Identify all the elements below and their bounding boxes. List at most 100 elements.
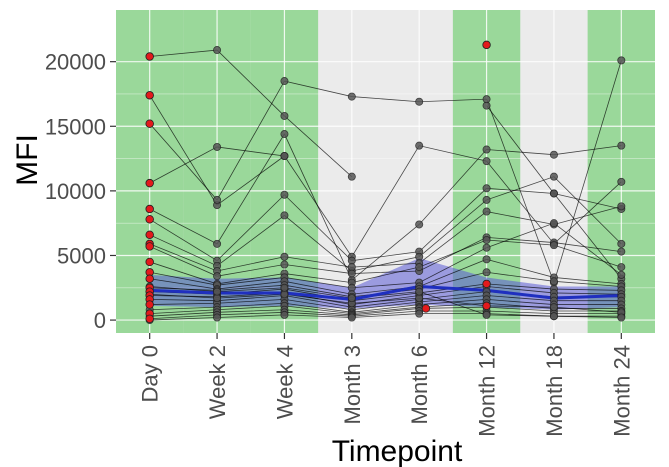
series-line-20 [149,306,622,317]
x-axis-label: Timepoint [332,435,463,467]
x-tick-label-month-24: Month 24 [609,345,634,437]
data-point [415,97,424,106]
data-point [482,184,491,193]
x-tick-label-month-6: Month 6 [407,345,432,425]
series-line-11 [149,222,622,289]
data-point [549,189,558,198]
data-point [213,313,222,322]
series-line-4 [149,145,622,258]
data-point [549,172,558,181]
data-point [415,309,424,318]
data-point [280,252,289,261]
data-point [617,56,626,65]
highlighted-point [482,40,491,50]
series-line-17 [149,295,622,311]
highlighted-point [482,301,491,311]
highlighted-point [145,274,154,283]
x-tick-label-month-18: Month 18 [542,345,567,437]
data-point [482,145,491,154]
data-point [415,287,424,296]
highlighted-point [145,300,154,309]
series-line-6 [149,187,622,262]
data-point [213,239,222,248]
median-line [149,284,622,301]
y-tick-label: 5000 [57,243,106,268]
data-point [213,195,222,204]
data-points [145,40,626,325]
data-point [213,142,222,151]
series-line-5 [149,133,622,281]
series-line-12 [149,258,622,295]
data-point [482,310,491,319]
data-point [617,141,626,150]
data-point [617,313,626,322]
y-tick-label: 0 [94,308,106,333]
data-point [347,313,356,322]
data-point [482,235,491,244]
data-point [549,150,558,159]
highlighted-point [145,91,154,100]
highlighted-point [145,314,154,323]
x-tick-label-week-2: Week 2 [205,345,230,419]
data-point [280,211,289,220]
highlighted-point [145,215,154,224]
data-point [415,141,424,150]
highlighted-point [421,304,431,313]
x-tick-label-week-4: Week 4 [272,345,297,419]
data-point [482,207,491,216]
series-lines [149,45,622,321]
highlighted-point [145,230,154,240]
data-point [280,77,289,86]
data-point [617,270,626,279]
data-point [280,190,289,199]
data-point [213,272,222,281]
series-line-15 [149,286,622,305]
series-line-3 [149,60,622,284]
data-point [482,157,491,166]
data-point [415,220,424,229]
series-line-8 [149,205,622,272]
highlighted-point [145,52,154,61]
x-tick-label-month-12: Month 12 [475,345,500,437]
data-point [280,260,289,269]
data-point [549,241,558,250]
data-point [549,219,558,228]
data-point [280,310,289,319]
data-point [482,243,491,252]
data-point [280,151,289,160]
data-point [415,263,424,272]
data-point [617,239,626,248]
data-point [482,95,491,104]
x-tick-label-day-0: Day 0 [138,345,163,402]
data-point [213,46,222,55]
data-point [482,268,491,277]
highlighted-point [145,119,154,128]
y-axis: 0 5000 10000 15000 20000 [45,50,116,333]
data-point [617,177,626,186]
data-point [549,277,558,286]
series-line-9 [149,236,622,277]
data-point [617,202,626,211]
highlighted-point [145,242,154,251]
median-line-group [149,284,622,301]
data-point [280,130,289,139]
y-tick-label: 15000 [45,114,106,139]
series-line-18 [149,299,622,313]
data-point [549,312,558,321]
y-axis-label: MFI [11,134,44,186]
data-point [549,303,558,312]
data-point [280,111,289,120]
data-point [482,255,491,264]
series-line-21 [149,310,622,320]
highlighted-point [145,178,154,188]
highlighted-point [145,204,154,214]
y-tick-label: 20000 [45,50,106,75]
series-line-23 [149,293,622,313]
data-point [347,172,356,181]
data-point [347,294,356,303]
y-tick-label: 10000 [45,179,106,204]
data-point [213,287,222,296]
data-point [617,263,626,272]
x-axis: Day 0 Week 2 Week 4 Month 3 Month 6 Month 12 M… [138,333,634,437]
